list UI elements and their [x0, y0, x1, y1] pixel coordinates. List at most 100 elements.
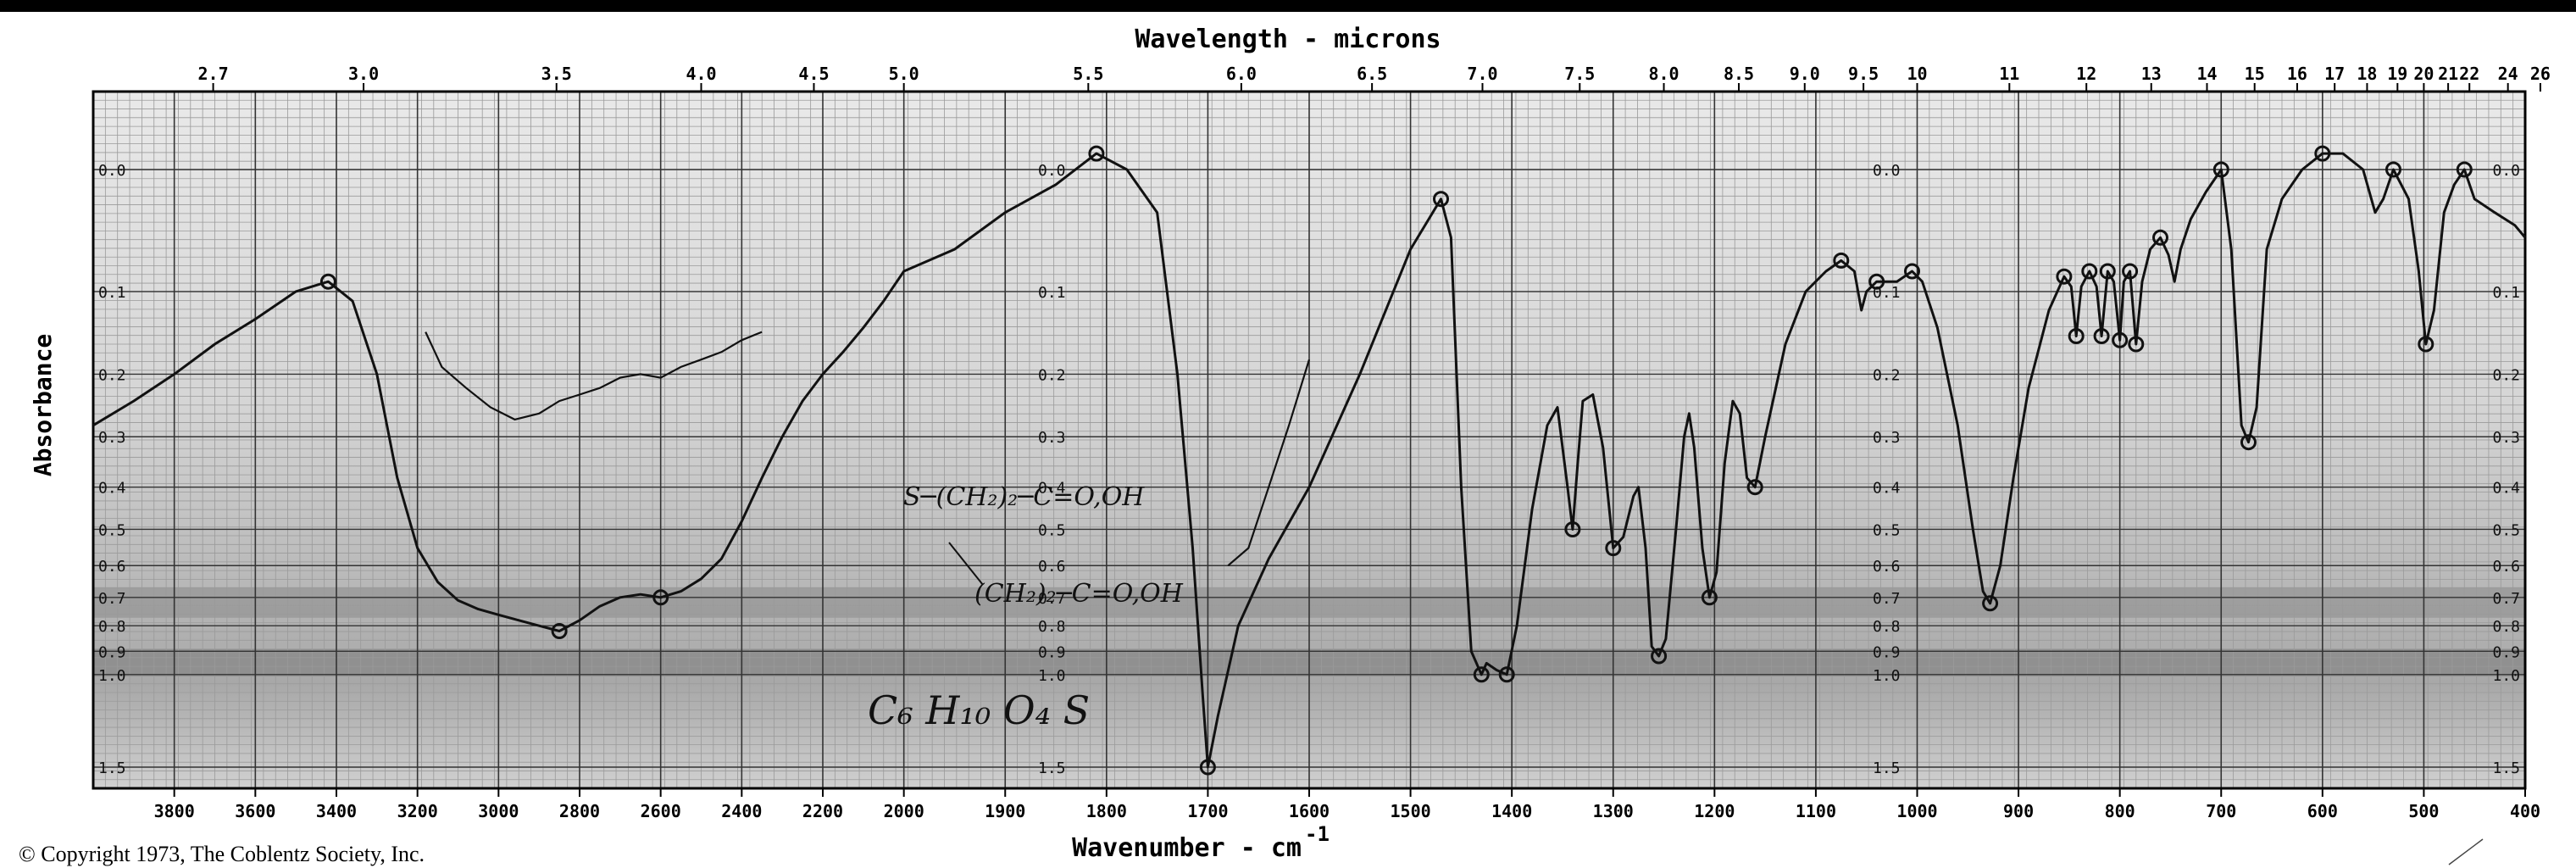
- wavenumber-tick-label: 500: [2408, 801, 2439, 821]
- absorbance-tick-label: 0.9: [2492, 643, 2520, 661]
- wavenumber-tick-label: 900: [2003, 801, 2034, 821]
- absorbance-tick-label: 0.3: [1038, 429, 1066, 447]
- absorbance-tick-label: 1.0: [1873, 667, 1901, 685]
- wavelength-tick-label: 6.0: [1226, 64, 1257, 84]
- wavenumber-tick-label: 1400: [1491, 801, 1532, 821]
- wavelength-tick-label: 5.0: [889, 64, 919, 84]
- wavenumber-tick-label: 3600: [235, 801, 275, 821]
- absorbance-tick-label: 0.9: [1873, 643, 1901, 661]
- peak-marker: [2122, 263, 2139, 280]
- absorbance-tick-label: 0.9: [98, 643, 126, 661]
- peak-marker: [1605, 540, 1622, 557]
- wavelength-tick-label: 26: [2530, 64, 2551, 84]
- absorbance-tick-label: 0.7: [98, 590, 126, 608]
- wavelength-tick-label: 8.0: [1648, 64, 1679, 84]
- absorbance-tick-label: 0.6: [98, 558, 126, 576]
- structure-annotation-bottom: (CH₂)₂─C=O,OH: [974, 579, 1184, 609]
- wavelength-tick-label: 4.5: [798, 64, 829, 84]
- absorbance-tick-label: 0.6: [1873, 558, 1901, 576]
- wavenumber-tick-label: 1900: [985, 801, 1025, 821]
- spectrum-line: [92, 152, 2527, 769]
- wavenumber-tick-label: 400: [2510, 801, 2540, 821]
- absorbance-tick-label: 0.1: [98, 284, 126, 302]
- absorbance-tick-label: 0.2: [1873, 366, 1901, 384]
- spectrum-secondary-stroke: [425, 331, 763, 421]
- peak-marker: [652, 589, 669, 606]
- absorbance-tick-label: 0.3: [98, 429, 126, 447]
- wavenumber-tick-label: 2200: [802, 801, 843, 821]
- peak-marker: [2112, 331, 2129, 348]
- absorbance-tick-label: 0.6: [2492, 558, 2520, 576]
- wavelength-tick-label: 6.5: [1357, 64, 1387, 84]
- absorbance-scale-right: 0.0 0.1 0.2 0.3 0.4 0.5 0.6 0.7 0.8 0.9 1.0 1.5: [2492, 162, 2520, 777]
- peak-marker: [1833, 252, 1850, 269]
- wavelength-tick-label: 3.0: [348, 64, 379, 84]
- absorbance-tick-label: 0.2: [2492, 366, 2520, 384]
- peak-marker: [2385, 161, 2401, 178]
- peak-marker: [2212, 161, 2229, 178]
- wavenumber-tick-label: 3400: [316, 801, 357, 821]
- peak-marker: [2152, 229, 2168, 246]
- peak-marker: [2099, 263, 2116, 280]
- absorbance-tick-label: 0.9: [1038, 643, 1066, 661]
- wavelength-tick-label: 9.0: [1790, 64, 1820, 84]
- major-gridlines: [93, 92, 2526, 788]
- wavelength-tick-label: 12: [2076, 64, 2096, 84]
- wavenumber-tick-label: 1200: [1694, 801, 1735, 821]
- absorbance-tick-label: 1.5: [1873, 760, 1901, 777]
- wavelength-tick-label: 11: [1999, 64, 2019, 84]
- peak-marker: [2081, 263, 2098, 280]
- absorbance-tick-label: 0.0: [1873, 162, 1901, 180]
- absorbance-tick-label: 0.8: [1873, 618, 1901, 636]
- wavelength-tick-label: 14: [2196, 64, 2217, 84]
- peak-marker: [1564, 521, 1581, 537]
- peak-marker: [1199, 759, 1216, 776]
- y-axis-label: Absorbance: [29, 334, 57, 477]
- peak-marker: [1701, 589, 1718, 606]
- wavenumber-tick-label: 1500: [1390, 801, 1430, 821]
- peak-marker: [1088, 145, 1105, 162]
- wavenumber-tick-label: 800: [2105, 801, 2135, 821]
- structure-bracket-line: [948, 542, 984, 586]
- peak-marker: [2314, 145, 2331, 162]
- absorbance-tick-label: 0.1: [2492, 284, 2520, 302]
- wavelength-tick-label: 16: [2287, 64, 2307, 84]
- absorbance-scale-mid-2: 0.0 0.1 0.2 0.3 0.4 0.5 0.6 0.7 0.8 0.9 1.0 1.5: [1873, 162, 1901, 777]
- absorbance-tick-label: 0.7: [1038, 590, 1066, 608]
- absorbance-tick-label: 0.3: [1873, 429, 1901, 447]
- peak-marker: [551, 623, 568, 639]
- absorbance-tick-label: 0.8: [2492, 618, 2520, 636]
- peak-marker: [2128, 336, 2145, 353]
- wavelength-tick-label: 10: [1907, 64, 1927, 84]
- absorbance-tick-label: 0.4: [1873, 480, 1901, 498]
- wavelength-tick-label: 19: [2387, 64, 2407, 84]
- absorbance-scale-mid-1: 0.0 0.1 0.2 0.3 0.4 0.5 0.6 0.7 0.8 0.9 1.0 1.5: [1038, 162, 1066, 777]
- peak-marker: [1904, 263, 1920, 280]
- absorbance-tick-label: 1.0: [2492, 667, 2520, 685]
- top-border-bar: [0, 0, 2576, 12]
- x-axis-label: Wavenumber - cm: [1072, 833, 1302, 863]
- peak-marker: [1982, 595, 1999, 612]
- peak-marker: [1498, 666, 1515, 683]
- peak-marker: [2418, 336, 2434, 353]
- wavenumber-tick-label: 1100: [1796, 801, 1836, 821]
- wavelength-tick-label: 3.5: [541, 64, 572, 84]
- wavenumber-tick-label: 1800: [1086, 801, 1127, 821]
- wavenumber-tick-label: 1700: [1187, 801, 1228, 821]
- peak-marker: [2056, 268, 2073, 285]
- wavelength-tick-label: 5.5: [1073, 64, 1103, 84]
- copyright-notice: © Copyright 1973, The Coblentz Society, …: [19, 842, 425, 866]
- wavelength-tick-label: 21: [2438, 64, 2458, 84]
- absorbance-tick-label: 0.5: [1873, 521, 1901, 539]
- wavelength-tick-label: 24: [2498, 64, 2518, 84]
- absorbance-tick-label: 0.8: [1038, 618, 1066, 636]
- peak-marker: [2456, 161, 2473, 178]
- wavenumber-tick-label: 3200: [397, 801, 438, 821]
- absorbance-tick-label: 0.5: [98, 521, 126, 539]
- peak-marker: [1746, 479, 1763, 496]
- wavelength-tick-label: 8.5: [1724, 64, 1754, 84]
- peak-marker: [1868, 273, 1885, 290]
- peak-marker: [1433, 191, 1449, 208]
- wavenumber-tick-label: 1600: [1289, 801, 1330, 821]
